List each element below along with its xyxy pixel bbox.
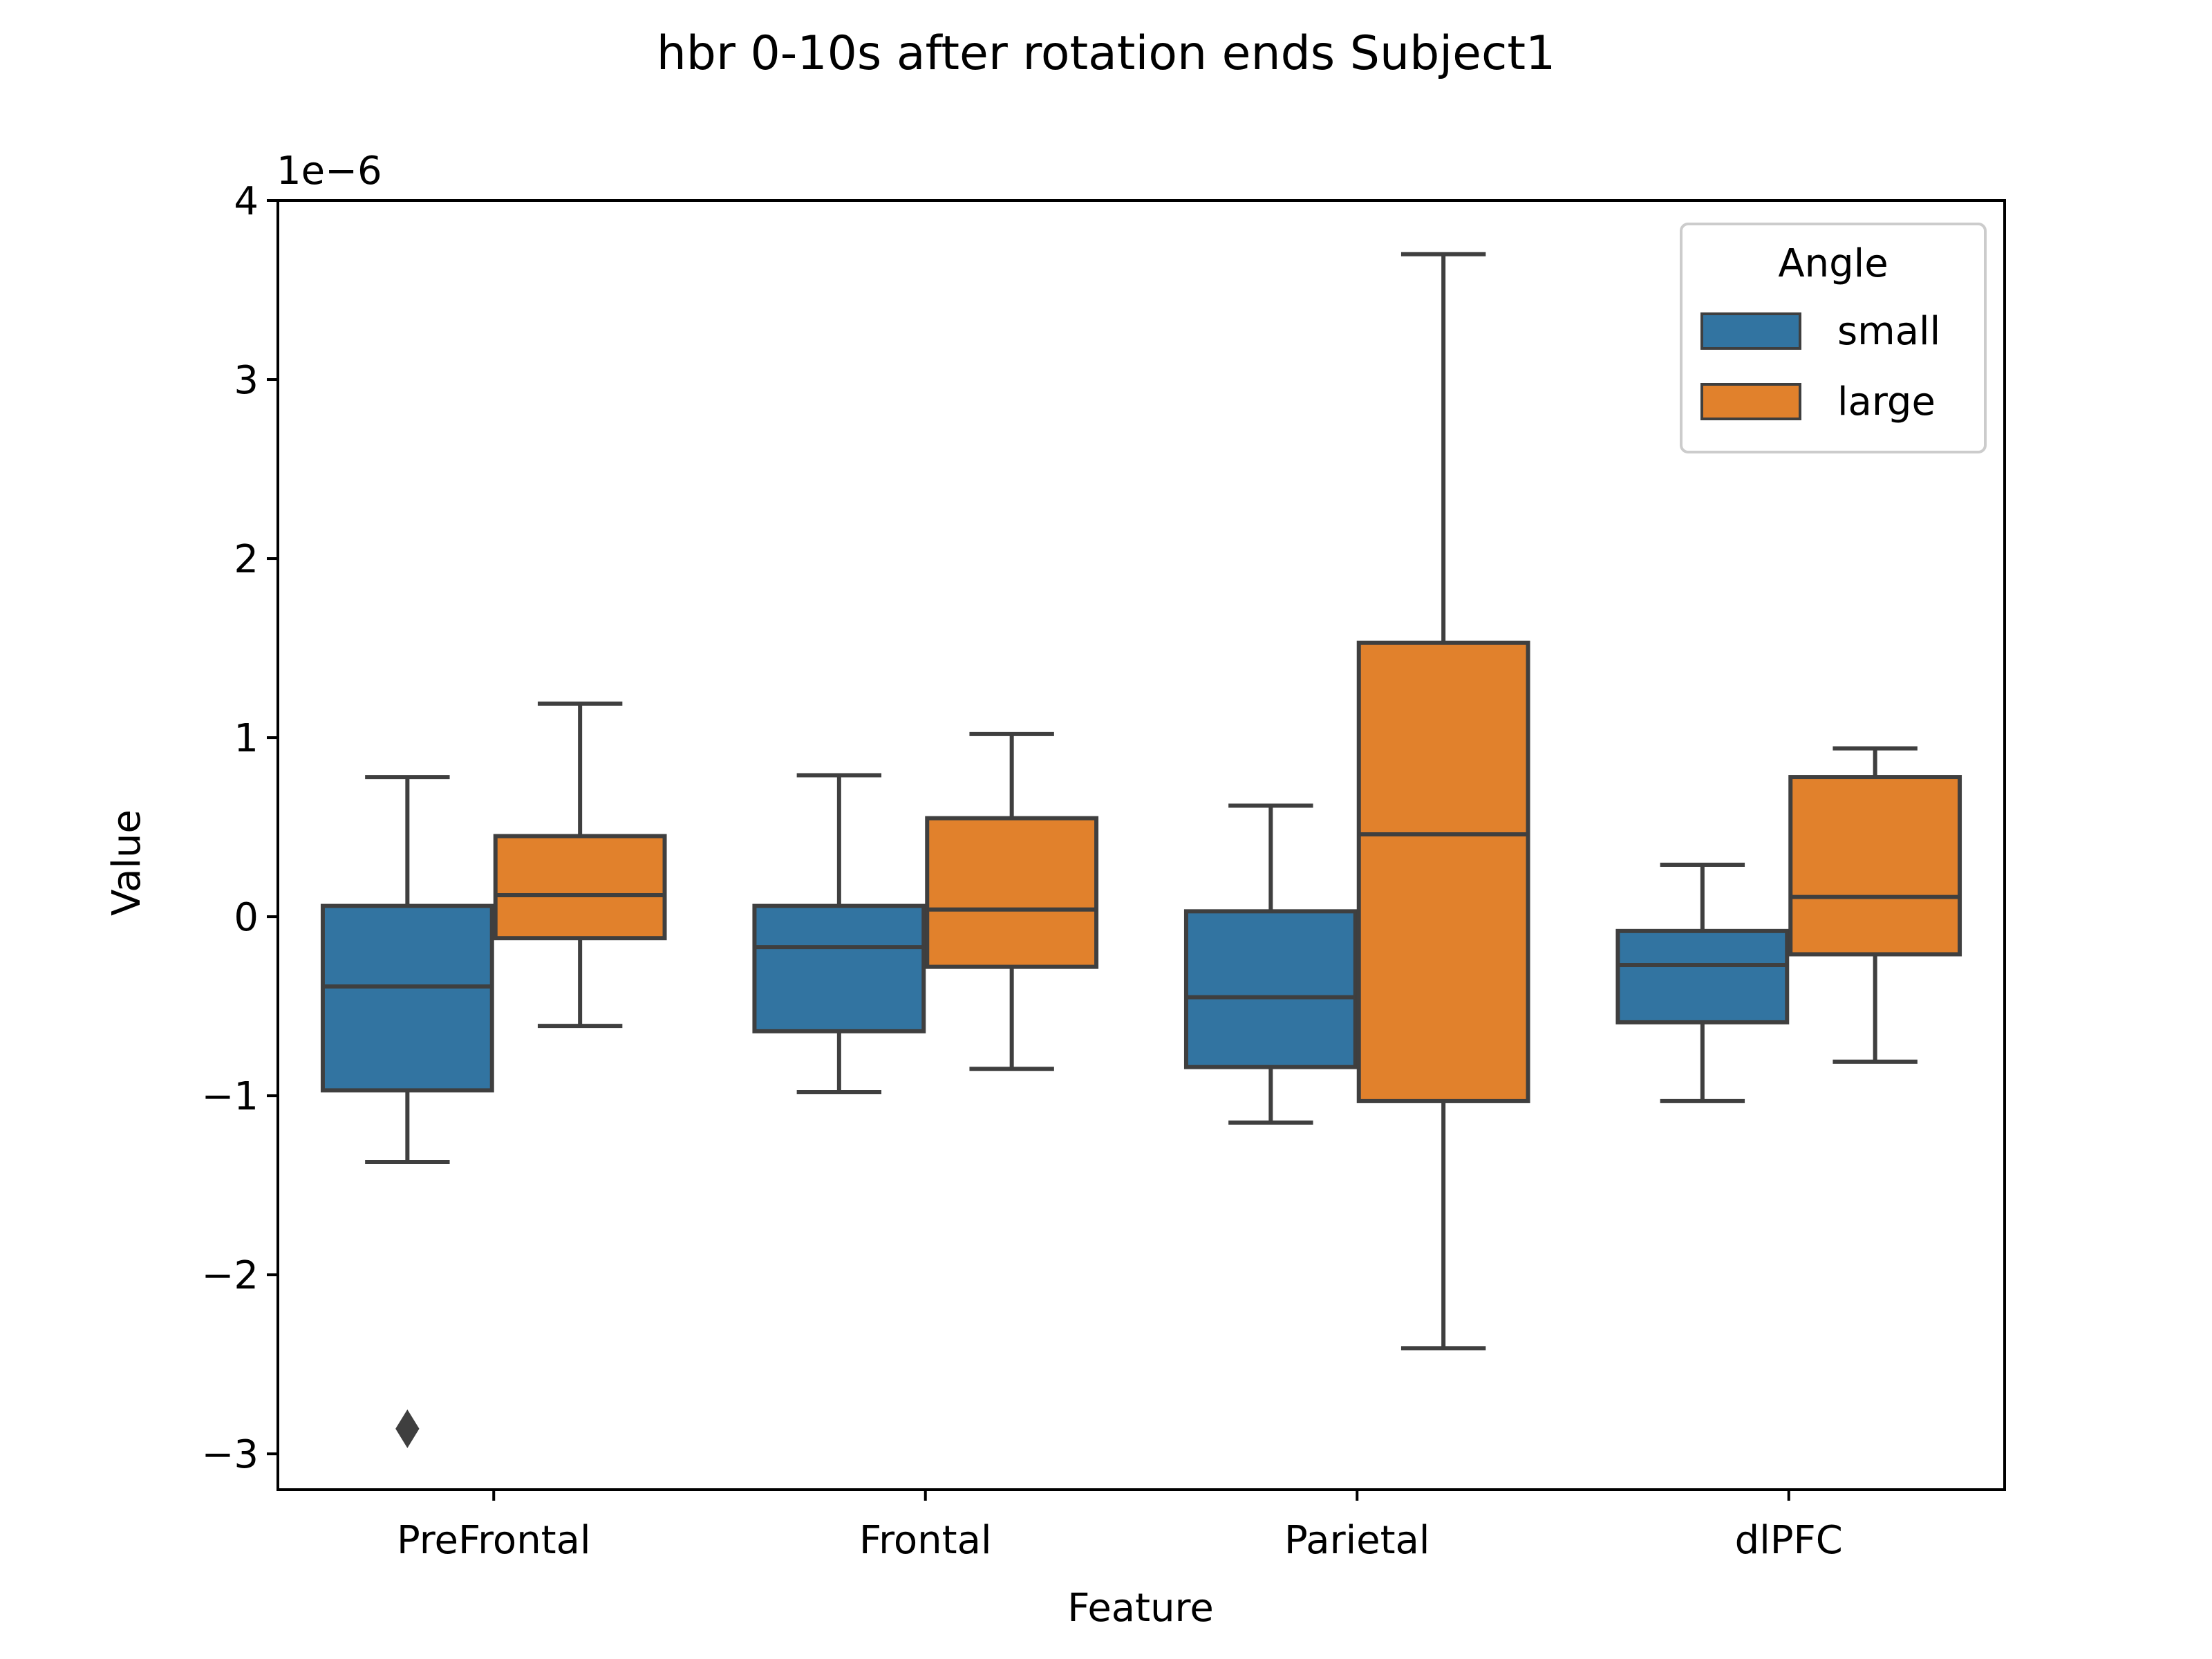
x-tick-label: Parietal bbox=[1284, 1518, 1430, 1563]
box-small-prefrontal bbox=[320, 775, 494, 1448]
y-tick-label: 2 bbox=[234, 537, 259, 582]
y-axis-offset-label: 1e−6 bbox=[276, 149, 382, 194]
y-tick-label: 0 bbox=[234, 895, 259, 940]
legend-swatch-small bbox=[1700, 312, 1801, 350]
box-large-prefrontal bbox=[493, 701, 667, 1029]
box-small-frontal bbox=[752, 773, 926, 1094]
box-body bbox=[1356, 640, 1530, 1103]
legend: Angle small large bbox=[1680, 223, 1987, 453]
x-tick-label: PreFrontal bbox=[397, 1518, 591, 1563]
box-body bbox=[1183, 909, 1358, 1069]
box-small-parietal bbox=[1183, 803, 1358, 1125]
y-axis-label: Value bbox=[104, 809, 149, 916]
legend-label-small: small bbox=[1837, 309, 1940, 354]
legend-title: Angle bbox=[1778, 241, 1888, 286]
x-tick-label: dlPFC bbox=[1735, 1518, 1843, 1563]
y-tick-label: 4 bbox=[234, 179, 259, 224]
legend-label-large: large bbox=[1837, 379, 1936, 424]
x-axis-label: Feature bbox=[1067, 1586, 1214, 1631]
chart-title: hbr 0-10s after rotation ends Subject1 bbox=[657, 26, 1556, 81]
y-tick-label: 1 bbox=[234, 716, 259, 761]
box-large-parietal bbox=[1356, 252, 1530, 1351]
plot-frame bbox=[276, 199, 2006, 1491]
plot-area: −3 −2 −1 0 1 2 3 4 PreFrontal Frontal Parietal dlPF… bbox=[201, 179, 2006, 1563]
outlier-point bbox=[395, 1409, 420, 1448]
box-small-dlpfc bbox=[1615, 862, 1790, 1103]
box-body bbox=[1615, 928, 1790, 1024]
box-body bbox=[925, 816, 1099, 969]
y-tick-label: −1 bbox=[201, 1074, 259, 1119]
box-large-frontal bbox=[925, 731, 1099, 1071]
box-body bbox=[493, 834, 667, 941]
box-body bbox=[752, 903, 926, 1033]
y-tick-label: −3 bbox=[201, 1432, 259, 1477]
y-tick-label: 3 bbox=[234, 358, 259, 403]
box-body bbox=[1788, 775, 1962, 957]
box-large-dlpfc bbox=[1788, 746, 1962, 1064]
y-tick-label: −2 bbox=[201, 1253, 259, 1298]
x-tick-label: Frontal bbox=[859, 1518, 992, 1563]
legend-swatch-large bbox=[1700, 383, 1801, 420]
box-body bbox=[320, 903, 494, 1093]
